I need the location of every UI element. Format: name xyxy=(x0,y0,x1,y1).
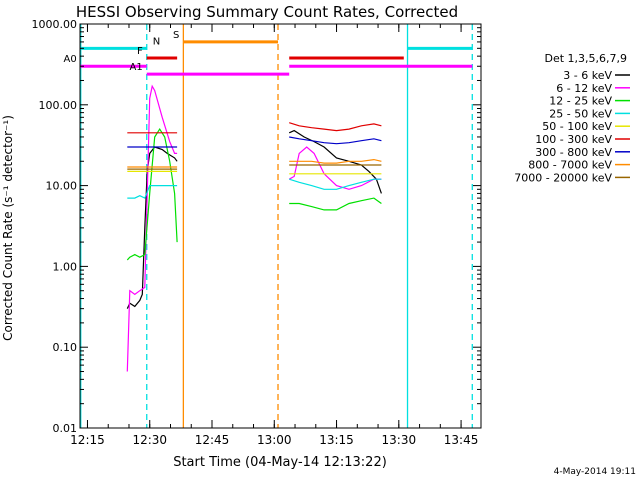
flag-label-6: A0 xyxy=(64,54,77,65)
y-tick-label: 0.10 xyxy=(53,341,78,354)
legend-label: 12 - 25 keV xyxy=(549,95,612,108)
legend-label: 25 - 50 keV xyxy=(549,107,612,120)
y-axis-label: Corrected Count Rate (s⁻¹ detector⁻¹) xyxy=(1,115,15,341)
x-tick-label: 13:45 xyxy=(444,433,479,447)
series-line-2-1 xyxy=(289,197,382,211)
x-tick-label: 12:30 xyxy=(132,433,167,447)
plot-area: N S F A0 A1 0.01 0.10 1.00 10.00 100.00 1000.00 12:… xyxy=(32,18,482,447)
x-axis-label: Start Time (04-May-14 12:13:22) xyxy=(173,455,387,470)
timestamp: 4-May-2014 19:11 xyxy=(554,467,636,477)
series-line-3-1 xyxy=(289,178,382,190)
plot-frame xyxy=(79,23,482,429)
legend-label: 100 - 300 keV xyxy=(535,133,612,146)
y-tick-label: 0.01 xyxy=(53,422,78,435)
y-tick-label: 10.00 xyxy=(46,180,78,193)
series-line-7-1 xyxy=(289,158,382,164)
x-tick-label: 13:00 xyxy=(257,433,292,447)
chart-title: HESSI Observing Summary Count Rates, Cor… xyxy=(76,3,458,21)
flag-label-3: S xyxy=(173,30,179,41)
legend-label: 50 - 100 keV xyxy=(542,120,612,133)
y-tick-label: 1.00 xyxy=(53,260,78,273)
flag-label-8: A1 xyxy=(130,62,143,73)
legend-label: 6 - 12 keV xyxy=(556,82,612,95)
y-tick-label: 1000.00 xyxy=(32,18,78,31)
x-tick-label: 12:15 xyxy=(70,433,105,447)
series-line-2-0 xyxy=(126,127,178,261)
y-tick-label: 100.00 xyxy=(39,99,78,112)
legend-title: Det 1,3,5,6,7,9 xyxy=(544,52,627,65)
legend-label: 3 - 6 keV xyxy=(563,69,612,82)
legend-label: 800 - 7000 keV xyxy=(528,159,612,172)
series-line-5-1 xyxy=(289,122,382,132)
x-tick-label: 13:30 xyxy=(382,433,417,447)
x-tick-label: 13:15 xyxy=(319,433,354,447)
series-line-3-0 xyxy=(127,185,178,199)
legend-label: 300 - 800 keV xyxy=(535,146,612,159)
series-line-1-0 xyxy=(126,84,178,372)
legend-label: 7000 - 20000 keV xyxy=(514,171,612,184)
flag-label-4: F xyxy=(137,46,143,57)
series-line-6-1 xyxy=(289,136,382,145)
x-tick-label: 12:45 xyxy=(195,433,230,447)
flag-label-1: N xyxy=(153,36,160,47)
